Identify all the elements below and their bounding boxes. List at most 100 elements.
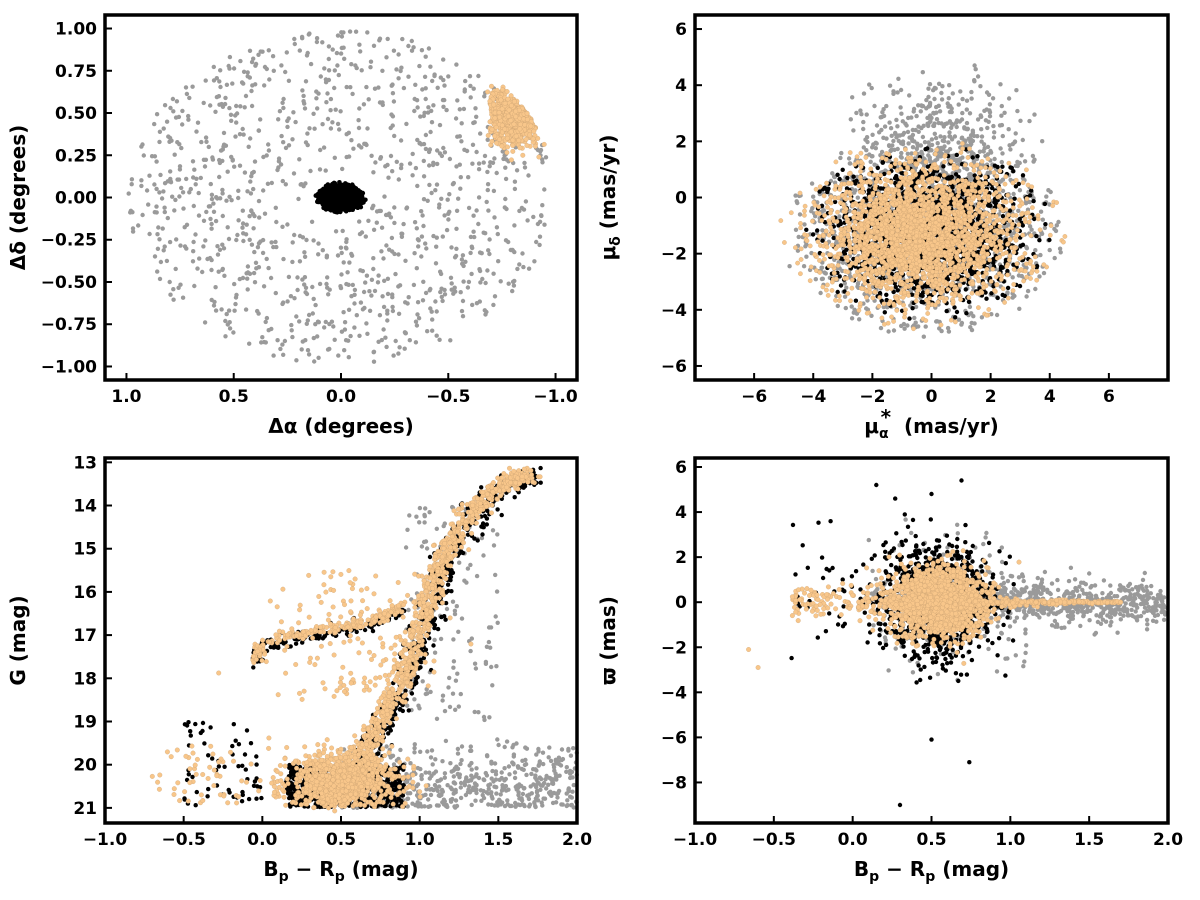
field-point: [270, 54, 276, 59]
field-point: [396, 351, 401, 356]
field-point: [240, 275, 246, 281]
field-point: [157, 139, 162, 145]
field-point: [998, 146, 1003, 151]
stream-point: [523, 136, 529, 142]
field-point: [411, 282, 417, 288]
cluster-point: [360, 200, 365, 205]
field-point: [486, 208, 491, 213]
field-point: [358, 268, 363, 273]
field-point: [916, 103, 921, 108]
field-point: [423, 132, 429, 138]
field-point: [404, 121, 409, 127]
field-point: [276, 156, 282, 161]
field-point: [965, 126, 970, 131]
stream-point: [508, 157, 514, 163]
field-point: [157, 276, 163, 282]
field-point: [425, 110, 431, 115]
cluster-point: [835, 289, 840, 295]
field-point: [999, 159, 1004, 165]
stream-point: [510, 148, 516, 154]
field-point: [1010, 275, 1015, 280]
field-point: [346, 355, 351, 360]
field-point: [375, 280, 381, 285]
field-point: [290, 259, 295, 265]
field-point: [537, 242, 542, 248]
field-point: [251, 270, 257, 276]
field-point: [955, 157, 960, 163]
field-point: [218, 148, 224, 153]
field-point: [377, 313, 383, 318]
cluster-point: [342, 199, 347, 204]
field-point: [461, 106, 467, 112]
field-point: [1013, 163, 1019, 168]
field-point: [367, 289, 372, 294]
field-point: [441, 57, 446, 62]
field-point: [399, 162, 404, 167]
field-point: [907, 93, 912, 98]
field-point: [446, 211, 451, 216]
field-point: [431, 160, 436, 165]
field-point: [201, 100, 206, 106]
field-point: [253, 82, 258, 87]
field-point: [440, 97, 446, 103]
field-point: [255, 308, 260, 314]
field-point: [311, 335, 316, 341]
field-point: [459, 121, 464, 126]
field-point: [838, 155, 843, 161]
field-point: [474, 114, 479, 120]
field-point: [373, 160, 378, 165]
field-point: [264, 315, 270, 321]
field-point: [1008, 147, 1013, 152]
field-point: [152, 210, 157, 215]
field-point: [218, 84, 223, 90]
field-point: [155, 246, 161, 251]
field-point: [209, 192, 215, 197]
field-point: [190, 84, 195, 89]
field-point: [256, 52, 261, 57]
field-point: [1022, 159, 1028, 164]
cluster-point: [954, 152, 959, 158]
field-point: [855, 195, 860, 200]
field-point: [374, 220, 379, 225]
field-point: [161, 248, 166, 253]
field-point: [451, 180, 456, 186]
field-point: [323, 319, 328, 325]
field-point: [129, 182, 134, 187]
field-point: [313, 322, 318, 327]
field-point: [364, 84, 369, 90]
field-point: [1052, 255, 1057, 261]
field-point: [425, 329, 430, 334]
field-point: [271, 353, 276, 358]
field-point: [237, 163, 243, 168]
field-point: [369, 293, 374, 298]
field-point: [978, 84, 983, 89]
field-point: [295, 287, 300, 293]
field-point: [1013, 131, 1018, 136]
field-point: [211, 209, 217, 214]
field-point: [256, 128, 262, 133]
field-point: [305, 348, 311, 353]
cluster-point: [318, 199, 323, 205]
field-point: [356, 143, 362, 148]
proper-motion-points: [778, 63, 1068, 339]
field-point: [341, 260, 346, 265]
field-point: [483, 280, 488, 286]
field-point: [301, 93, 306, 99]
field-point: [496, 259, 501, 264]
field-point: [848, 117, 853, 122]
field-point: [220, 213, 225, 219]
field-point: [901, 130, 907, 136]
field-point: [1041, 270, 1047, 276]
field-point: [281, 300, 286, 305]
field-point: [939, 121, 944, 126]
field-point: [520, 251, 525, 256]
field-point: [470, 302, 475, 308]
field-point: [285, 118, 290, 124]
field-point: [959, 117, 965, 122]
field-point: [180, 108, 185, 114]
field-point: [173, 266, 178, 272]
field-point: [999, 103, 1004, 109]
field-point: [242, 105, 247, 110]
field-point: [967, 111, 973, 116]
field-point: [421, 279, 426, 284]
